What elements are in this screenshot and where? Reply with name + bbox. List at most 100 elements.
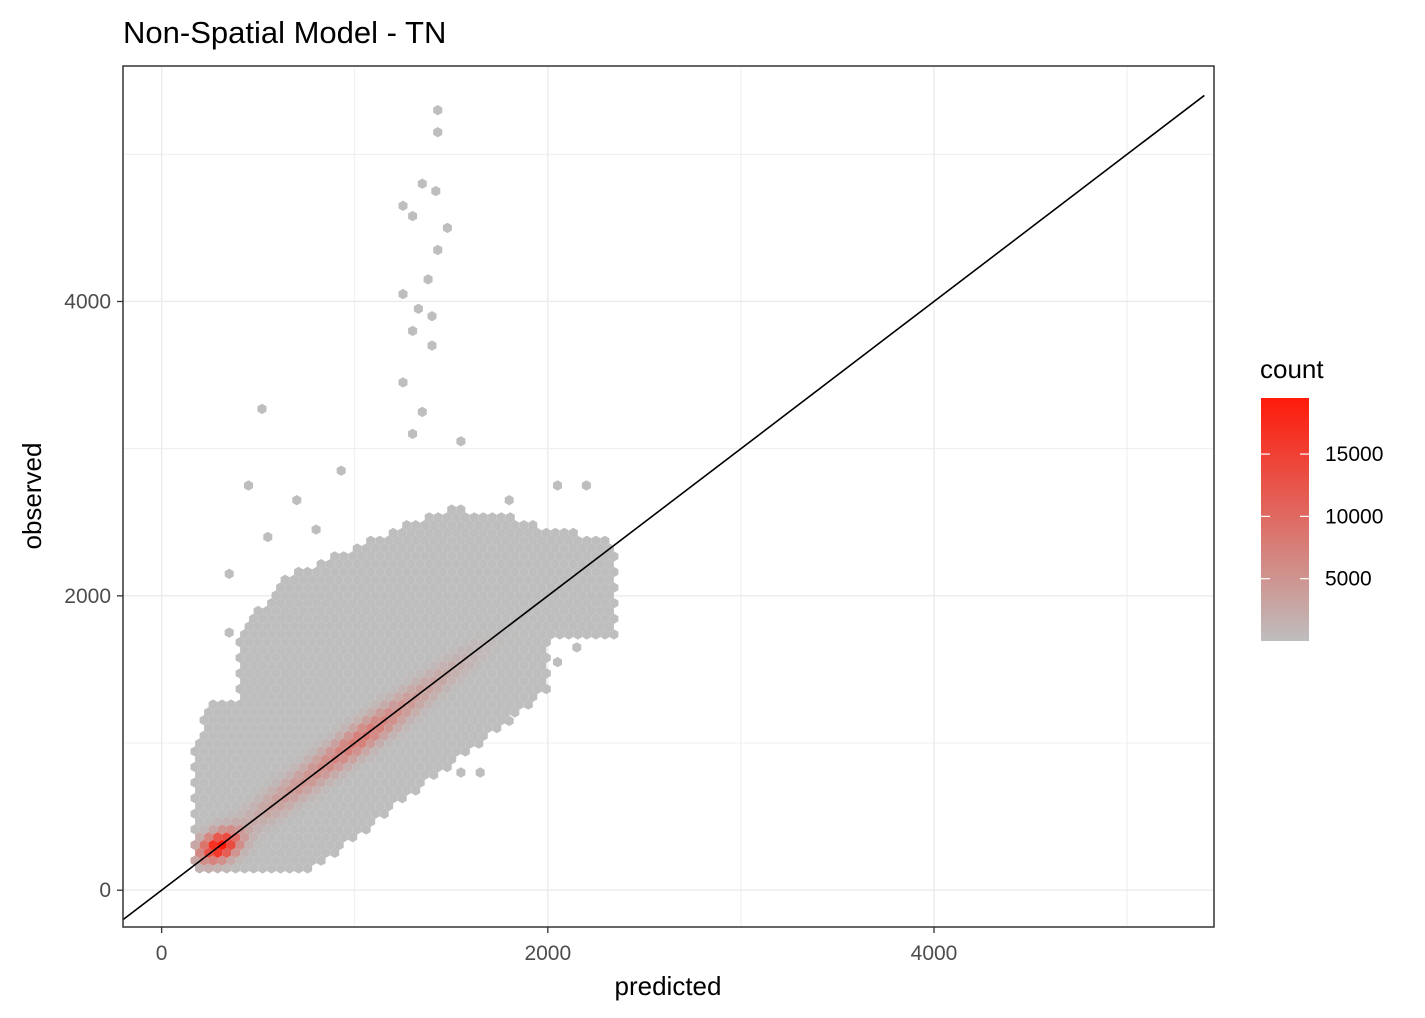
- hexbin-cell: [303, 832, 313, 843]
- hexbin-cell: [226, 699, 236, 710]
- hexbin-cell: [276, 863, 286, 874]
- hexbin-cell: [532, 683, 542, 695]
- hexbin-cell: [276, 722, 286, 734]
- hexbin-cell: [451, 746, 461, 757]
- hexbin-cell: [190, 839, 200, 851]
- hexbin-cell: [343, 637, 353, 648]
- hexbin-cell: [235, 777, 245, 788]
- hexbin-cell: [348, 676, 358, 687]
- hexbin-cell: [352, 683, 362, 695]
- hexbin-cell: [240, 691, 250, 702]
- hexbin-cell: [388, 637, 398, 648]
- hexbin-cell: [294, 629, 304, 640]
- hexbin-cell: [262, 621, 272, 632]
- hexbin-cell: [276, 800, 286, 812]
- hexbin-cell: [208, 793, 218, 804]
- hexbin-cell: [343, 683, 353, 695]
- hexbin-cell: [231, 707, 241, 718]
- hexbin-cell: [330, 738, 340, 749]
- hexbin-cell: [258, 800, 268, 812]
- hexbin-cell: [276, 738, 286, 749]
- hexbin-cell: [307, 746, 317, 757]
- hexbin-outlier: [553, 480, 562, 491]
- hexbin-cell: [447, 676, 457, 687]
- hexbin-cell: [577, 543, 587, 554]
- hexbin-outlier: [408, 210, 418, 222]
- hexbin-cell: [460, 715, 470, 726]
- hexbin-cell: [321, 738, 331, 749]
- hexbin-cell: [483, 644, 493, 656]
- hexbin-cell: [415, 730, 425, 741]
- hexbin-cell: [312, 832, 322, 843]
- hexbin-cell: [487, 512, 497, 523]
- hexbin-cell: [514, 590, 524, 601]
- hexbin-cell: [280, 668, 290, 679]
- hexbin-cell: [474, 691, 484, 702]
- hexbin-cell: [433, 559, 443, 570]
- hexbin-cell: [465, 613, 475, 624]
- hexbin-cell: [321, 644, 331, 656]
- hexbin-cell: [240, 863, 250, 874]
- hexbin-cell: [303, 722, 313, 734]
- hexbin-cell: [285, 785, 295, 796]
- legend-title: count: [1260, 354, 1324, 384]
- hexbin-cell: [523, 668, 533, 679]
- hexbin-cell: [262, 855, 272, 866]
- hexbin-cell: [204, 769, 214, 780]
- hexbin-cell: [433, 715, 443, 726]
- hexbin-cell: [267, 707, 277, 718]
- hexbin-cell: [604, 621, 614, 632]
- hexbin-cell: [253, 839, 263, 851]
- hexbin-cell: [496, 527, 506, 539]
- hexbin-cell: [334, 777, 344, 788]
- hexbin-cell: [339, 629, 349, 640]
- hexbin-cell: [424, 746, 434, 757]
- hexbin-cell: [240, 832, 250, 843]
- hexbin-cell: [433, 683, 443, 695]
- hexbin-cell: [370, 746, 380, 757]
- hexbin-cell: [361, 652, 371, 663]
- hexbin-cell: [429, 644, 439, 656]
- hexbin-cell: [411, 660, 421, 671]
- hexbin-cell: [487, 605, 497, 617]
- hexbin-cell: [334, 683, 344, 695]
- hexbin-cell: [496, 605, 506, 617]
- hexbin-cell: [361, 668, 371, 679]
- hexbin-cell: [456, 691, 466, 702]
- hexbin-cell: [415, 605, 425, 617]
- hexbin-cell: [325, 746, 335, 757]
- hexbin-cell: [541, 605, 551, 617]
- hexbin-cell: [249, 785, 259, 796]
- hexbin-cell: [429, 660, 439, 671]
- hexbin-cell: [316, 559, 326, 570]
- hexbin-cell: [496, 652, 506, 663]
- hexbin-cell: [438, 707, 448, 718]
- hexbin-cell: [298, 590, 308, 601]
- hexbin-cell: [451, 668, 461, 679]
- hexbin-cell: [240, 816, 250, 827]
- hexbin-cell: [546, 551, 556, 562]
- hexbin-cell: [325, 652, 335, 663]
- hexbin-cell: [235, 730, 245, 741]
- hexbin-cell: [510, 613, 520, 624]
- hexbin-cell: [388, 527, 398, 539]
- hexbin-outlier: [224, 568, 234, 579]
- hexbin-cell: [280, 777, 290, 788]
- hexbin-cell: [244, 637, 254, 648]
- hexbin-cell: [285, 582, 295, 593]
- hexbin-cell: [519, 551, 529, 562]
- hexbin-cell: [348, 754, 358, 765]
- hexbin-cell: [348, 800, 358, 812]
- hexbin-cell: [487, 574, 497, 585]
- hexbin-cell: [339, 582, 349, 593]
- hexbin-cell: [420, 754, 430, 765]
- hexbin-cell: [195, 816, 205, 827]
- hexbin-cell: [316, 855, 326, 866]
- hexbin-cell: [519, 691, 529, 702]
- hexbin-cell: [235, 746, 245, 757]
- hexbin-cell: [339, 613, 349, 624]
- hexbin-cell: [343, 652, 353, 663]
- panel-border: [122, 65, 1215, 928]
- hexbin-cell: [424, 590, 434, 601]
- hexbin-cell: [514, 605, 524, 617]
